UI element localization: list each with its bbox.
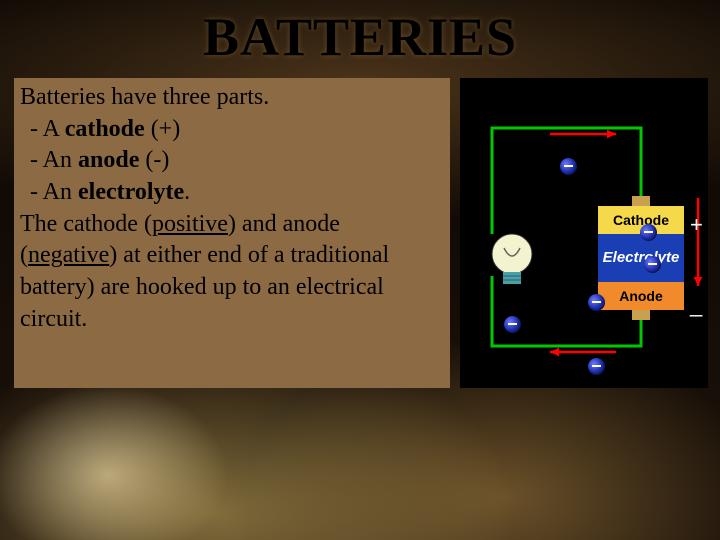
electron — [588, 358, 605, 375]
b1-bold: cathode — [65, 116, 145, 142]
electron — [588, 294, 605, 311]
b1-pre: - A — [30, 116, 65, 142]
b1-post: (+) — [145, 116, 181, 142]
cathode-label: Cathode — [613, 212, 669, 228]
minus-symbol: _ — [690, 292, 702, 318]
p-negative: negative — [28, 242, 109, 268]
paragraph: The cathode (positive) and anode (negati… — [20, 209, 442, 336]
p-a: The cathode ( — [20, 211, 152, 237]
electrolyte-label: Electrolyte — [603, 249, 680, 266]
b2-pre: - An — [30, 147, 78, 173]
anode-label: Anode — [619, 288, 663, 304]
bullet-cathode: - A cathode (+) — [20, 114, 442, 146]
page-title: BATTERIES — [0, 6, 720, 68]
p-positive: positive — [152, 211, 228, 237]
bullet-electrolyte: - An electrolyte. — [20, 177, 442, 209]
electron — [644, 256, 661, 273]
electrolyte-layer: Electrolyte — [598, 234, 684, 282]
electron — [640, 224, 657, 241]
electron — [560, 158, 577, 175]
b2-post: (-) — [139, 147, 169, 173]
b2-bold: anode — [78, 147, 139, 173]
bullet-anode: - An anode (-) — [20, 145, 442, 177]
electron — [504, 316, 521, 333]
b3-post: . — [184, 179, 190, 205]
intro-line: Batteries have three parts. — [20, 82, 442, 114]
text-panel: Batteries have three parts. - A cathode … — [14, 78, 450, 388]
battery-diagram: Cathode Electrolyte Anode + _ — [460, 78, 708, 388]
b3-bold: electrolyte — [78, 179, 184, 205]
plus-symbol: + — [690, 212, 703, 238]
b3-pre: - An — [30, 179, 78, 205]
anode-layer: Anode — [598, 282, 684, 310]
